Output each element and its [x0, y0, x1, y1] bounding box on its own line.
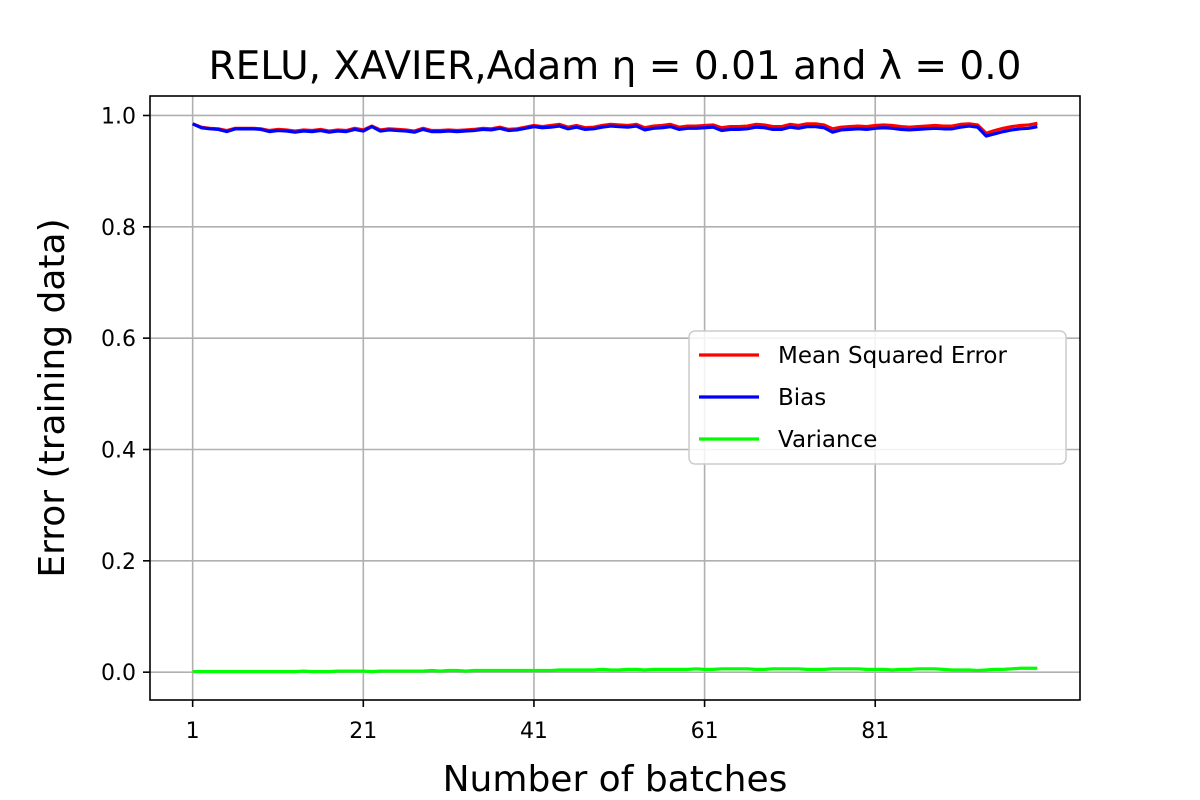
legend-label-variance: Variance [778, 427, 877, 453]
y-axis-label: Error (training data) [32, 218, 73, 577]
x-axis: 1 21 41 61 81 [186, 700, 889, 744]
y-tick-label: 0.6 [101, 327, 136, 352]
series-layer [191, 121, 1038, 674]
y-axis: 0.0 0.2 0.4 0.6 0.8 1.0 [101, 104, 150, 686]
series-line-bias [191, 122, 1038, 138]
y-tick-label: 0.0 [101, 661, 136, 686]
x-tick-label: 81 [861, 719, 889, 744]
x-tick-label: 1 [186, 719, 200, 744]
legend-box [688, 330, 1067, 465]
legend-label-mean-squared-error: Mean Squared Error [778, 343, 1007, 369]
chart-title: RELU, XAVIER,Adam η = 0.01 and λ = 0.0 [209, 44, 1022, 89]
plot-frame [149, 95, 1081, 701]
y-tick-label: 0.2 [101, 550, 136, 575]
x-tick-label: 61 [691, 719, 719, 744]
x-axis-label: Number of batches [443, 759, 788, 800]
y-tick-label: 0.4 [101, 438, 136, 463]
x-tick-label: 41 [520, 719, 548, 744]
y-tick-label: 1.0 [101, 104, 136, 129]
legend-label-bias: Bias [778, 385, 826, 411]
y-tick-label: 0.8 [101, 216, 136, 241]
x-tick-label: 21 [349, 719, 377, 744]
series-line-variance [192, 666, 1038, 674]
grid [150, 96, 1080, 700]
legend: Mean Squared Error Bias Variance [688, 330, 1067, 465]
